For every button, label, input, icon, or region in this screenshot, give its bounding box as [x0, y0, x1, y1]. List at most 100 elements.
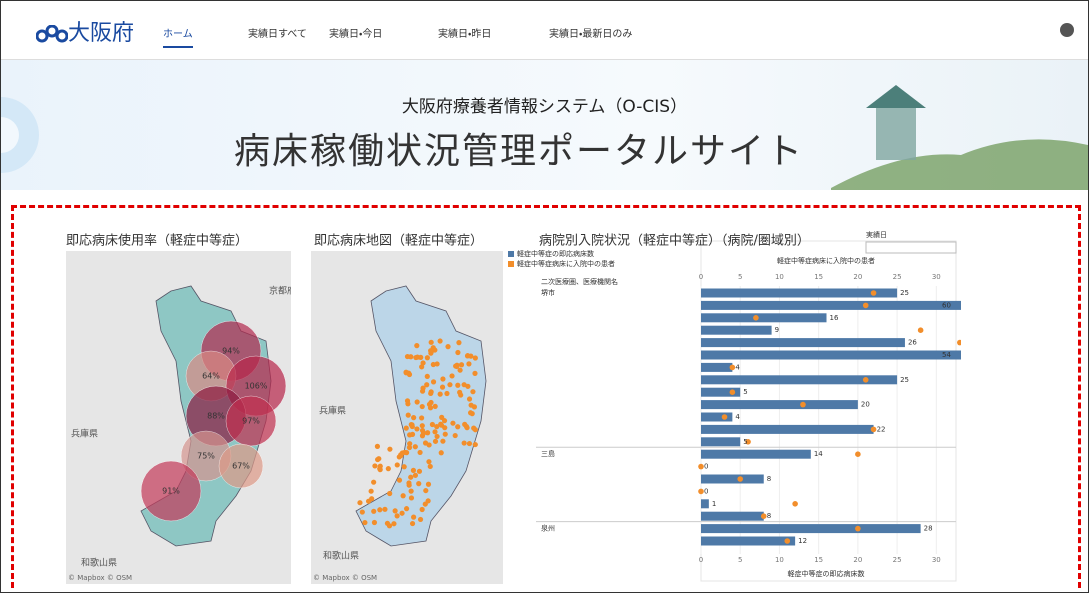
x-tick-label: 30 — [932, 556, 941, 564]
bar — [701, 351, 1088, 360]
hospital-dot — [357, 500, 362, 505]
hospital-dot — [456, 340, 461, 345]
hospital-dot — [462, 440, 467, 445]
hospital-dot — [411, 468, 416, 473]
place-label: 和歌山県 — [81, 558, 117, 569]
bar — [701, 425, 874, 434]
hospital-dot — [440, 385, 445, 390]
bar — [701, 537, 795, 546]
hospital-dot — [410, 521, 415, 526]
hospital-dot — [434, 434, 439, 439]
usage-label: 64% — [202, 372, 220, 381]
patient-dot — [730, 389, 736, 395]
hospital-dot — [425, 430, 430, 435]
patient-dot — [855, 451, 861, 457]
x-tick-label: 30 — [932, 273, 941, 281]
hospital-dot — [385, 521, 390, 526]
bar — [701, 289, 897, 298]
hospital-dot — [417, 450, 422, 455]
top-axis-title: 軽症中等症病床に入院中の患者 — [777, 256, 875, 265]
value-label: 22 — [877, 425, 886, 433]
patient-dot — [800, 402, 806, 408]
hospital-dot — [420, 423, 425, 428]
hospital-dot — [419, 364, 424, 369]
legend-swatch — [508, 261, 514, 267]
hospital-dot — [433, 404, 438, 409]
hospital-dot — [405, 401, 410, 406]
bar — [701, 326, 772, 335]
hospital-dot — [401, 493, 406, 498]
patient-dot — [753, 315, 759, 321]
patient-dot — [871, 427, 877, 433]
hospital-dot — [413, 355, 418, 360]
dashboard: 94%64%106%88%97%75%67%91%京都府兵庫県和歌山県© Map… — [1, 1, 1088, 592]
hospital-dot — [382, 507, 387, 512]
hospital-dot — [439, 450, 444, 455]
x-tick-label: 20 — [853, 273, 862, 281]
hospital-dot — [410, 432, 415, 437]
hospital-dot — [369, 496, 374, 501]
hospital-dot — [433, 439, 438, 444]
value-label: 14 — [814, 450, 823, 458]
hospital-dot — [438, 392, 443, 397]
value-label: 8 — [767, 475, 771, 483]
bar — [701, 524, 921, 533]
patient-dot — [871, 290, 877, 296]
hospital-dot — [402, 464, 407, 469]
hospital-dot — [371, 509, 376, 514]
value-label: 54 — [942, 351, 951, 359]
hospital-dot — [416, 481, 421, 486]
hospital-dot — [377, 507, 382, 512]
hospital-dot — [417, 469, 422, 474]
x-tick-label: 10 — [775, 556, 784, 564]
place-label: 和歌山県 — [323, 551, 359, 562]
hospital-dot — [440, 439, 445, 444]
hospital-dot — [404, 426, 409, 431]
hospital-dot — [411, 415, 416, 420]
hospital-dot — [466, 361, 471, 366]
hospital-dot — [467, 396, 472, 401]
value-label: 16 — [830, 314, 839, 322]
value-label: 4 — [735, 413, 740, 421]
place-label: 兵庫県 — [319, 405, 346, 417]
hospital-dot — [428, 464, 433, 469]
hospital-dot — [429, 340, 434, 345]
group-label: 堺市 — [541, 288, 555, 297]
value-label: 8 — [767, 512, 771, 520]
patient-dot — [761, 513, 767, 519]
group-label: 三島 — [541, 449, 555, 458]
hospital-dot — [404, 506, 409, 511]
value-label: 5 — [743, 438, 747, 446]
x-tick-label: 15 — [814, 556, 823, 564]
hospital-dot — [387, 447, 392, 452]
hospital-dot — [473, 355, 478, 360]
hospital-dot — [426, 459, 431, 464]
hospital-dot — [414, 343, 419, 348]
hospital-dot — [420, 507, 425, 512]
hospital-dot — [453, 363, 458, 368]
patient-dot — [792, 501, 798, 507]
hospital-dot — [432, 429, 437, 434]
patient-dot — [863, 377, 869, 383]
hospital-dot — [468, 410, 473, 415]
x-tick-label: 25 — [893, 273, 902, 281]
hospital-dot — [409, 495, 414, 500]
hospital-dot — [404, 450, 409, 455]
usage-map: 94%64%106%88%97%75%67%91%京都府兵庫県和歌山県© Map… — [66, 251, 296, 584]
bar — [701, 363, 732, 372]
value-label: 28 — [924, 525, 933, 533]
patient-dot — [784, 538, 790, 544]
hospital-dot — [426, 498, 431, 503]
hospital-dot — [467, 441, 472, 446]
panel-title: 即応病床使用率（軽症中等症） — [66, 233, 248, 249]
hospital-dot — [428, 391, 433, 396]
usage-label: 94% — [222, 347, 240, 356]
hospital-dot — [413, 444, 418, 449]
hospital-dot — [393, 508, 398, 513]
x-tick-label: 0 — [699, 556, 703, 564]
bar — [701, 338, 905, 347]
value-label: 9 — [775, 326, 779, 334]
map-credit: © Mapbox © OSM — [68, 574, 132, 582]
patient-dot — [863, 303, 869, 309]
